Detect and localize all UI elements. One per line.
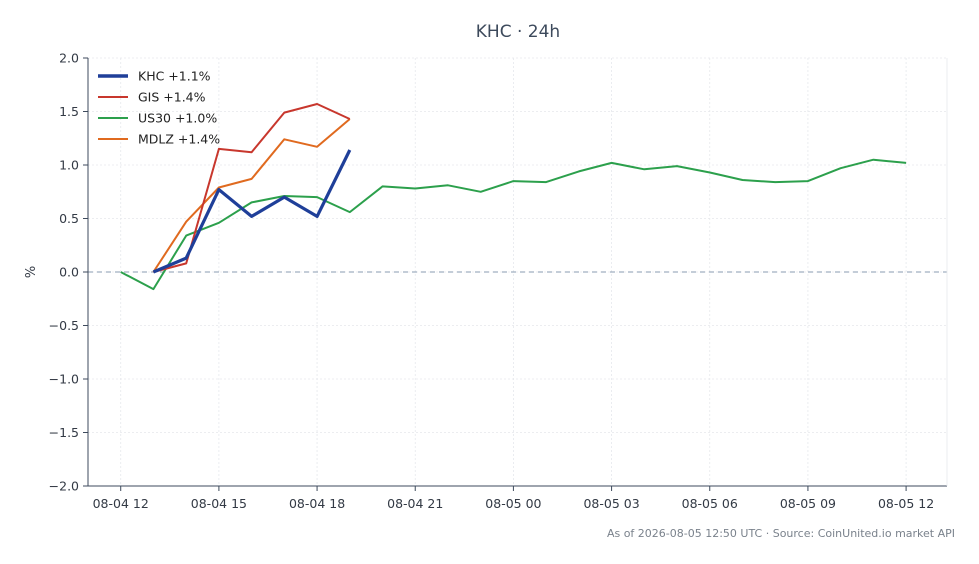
y-tick-label: 1.0 <box>59 158 79 173</box>
x-tick-label: 08-05 12 <box>878 496 934 511</box>
series-line-khc <box>152 149 352 274</box>
legend-label: MDLZ +1.4% <box>138 132 220 147</box>
x-tick-label: 08-05 00 <box>485 496 541 511</box>
x-tick-label: 08-04 12 <box>93 496 149 511</box>
y-tick-label: 0.0 <box>59 265 79 280</box>
y-tick-label: 0.5 <box>59 211 79 226</box>
legend-label: US30 +1.0% <box>138 111 217 126</box>
y-tick-label: −2.0 <box>49 479 79 494</box>
y-axis-label: % <box>24 266 39 278</box>
x-tick-label: 08-05 09 <box>780 496 836 511</box>
y-tick-label: 2.0 <box>59 51 79 66</box>
x-axis-ticks: 08-04 12 08-04 15 08-04 18 08-04 21 08-05 00… <box>93 486 934 511</box>
chart-title: KHC · 24h <box>476 22 560 42</box>
series-line-gis <box>153 103 351 273</box>
x-tick-label: 08-04 18 <box>289 496 345 511</box>
y-tick-label: −1.0 <box>49 372 79 387</box>
y-tick-label: −1.5 <box>49 425 79 440</box>
series-line-us30 <box>120 158 907 291</box>
legend-label: GIS +1.4% <box>138 90 206 105</box>
x-tick-label: 08-04 15 <box>191 496 247 511</box>
x-tick-label: 08-05 03 <box>583 496 639 511</box>
x-tick-label: 08-04 21 <box>387 496 443 511</box>
y-tick-label: 1.5 <box>59 104 79 119</box>
x-tick-label: 08-05 06 <box>682 496 738 511</box>
footer-source: As of 2026-08-05 12:50 UTC · Source: Coi… <box>607 527 955 540</box>
series-line-mdlz <box>152 118 351 273</box>
legend-label: KHC +1.1% <box>138 69 211 84</box>
series-lines <box>120 103 907 291</box>
y-axis-ticks: −2.0 −1.5 −1.0 −0.5 0.0 0.5 1.0 1.5 2.0 <box>49 51 88 494</box>
y-tick-label: −0.5 <box>49 318 79 333</box>
legend: KHC +1.1% GIS +1.4% US30 +1.0% MDLZ +1.4% <box>98 69 220 147</box>
